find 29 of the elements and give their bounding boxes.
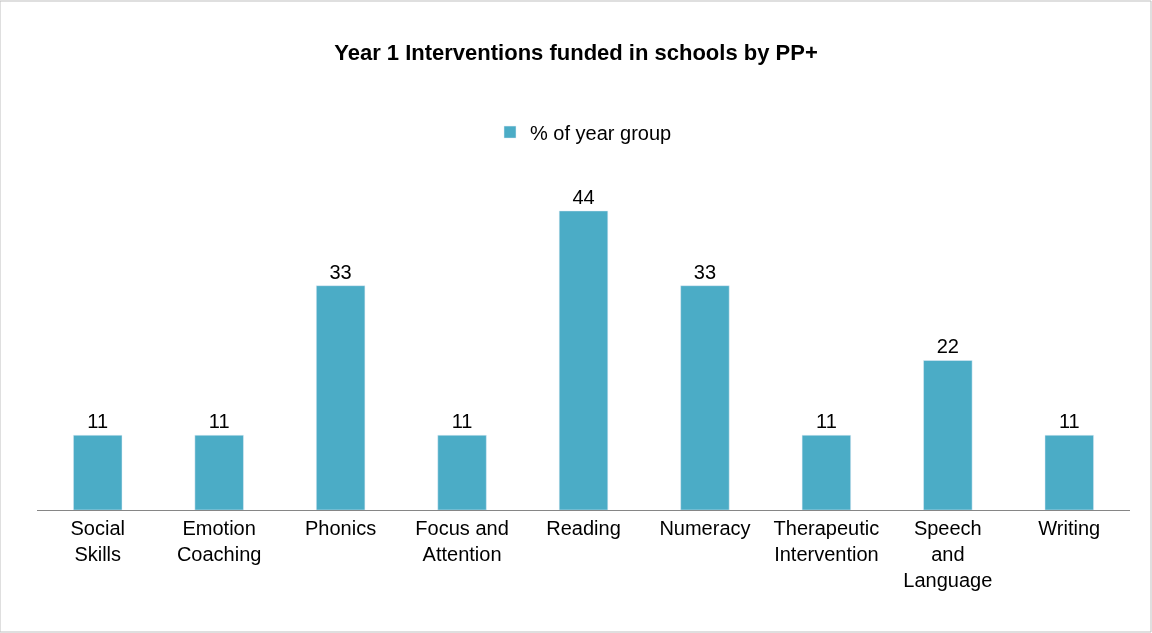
data-label: 11: [816, 410, 837, 433]
bar: [680, 285, 730, 510]
bar: [923, 360, 973, 510]
data-label: 33: [693, 260, 717, 283]
x-tick-label: Therapeutic Intervention: [773, 517, 880, 565]
bar: [437, 434, 487, 510]
data-label: 44: [572, 185, 595, 208]
data-label: 22: [936, 335, 959, 358]
x-tick-label: Emotion Coaching: [176, 517, 262, 565]
x-tick-label: Numeracy: [659, 517, 751, 539]
x-tick-label: Social Skills: [70, 517, 125, 565]
data-label: 11: [87, 410, 109, 433]
bar: [558, 210, 609, 510]
x-tick-label: Speech and Language: [903, 517, 993, 591]
bar: [194, 434, 244, 510]
legend-label: % of year group: [530, 121, 672, 144]
x-tick-label: Focus and Attention: [415, 517, 509, 565]
bar: [316, 285, 366, 510]
bar: [1044, 434, 1094, 510]
data-label: 11: [451, 410, 473, 433]
bar: [73, 434, 123, 510]
x-tick-label: Phonics: [305, 517, 377, 539]
data-label: 11: [1058, 410, 1080, 433]
bar: [801, 434, 851, 510]
x-tick-label: Writing: [1038, 517, 1101, 539]
chart-title: Year 1 Interventions funded in schools by PP+: [334, 39, 818, 65]
data-label: 11: [208, 410, 230, 433]
x-tick-label: Reading: [546, 517, 621, 539]
data-label: 33: [329, 260, 352, 283]
